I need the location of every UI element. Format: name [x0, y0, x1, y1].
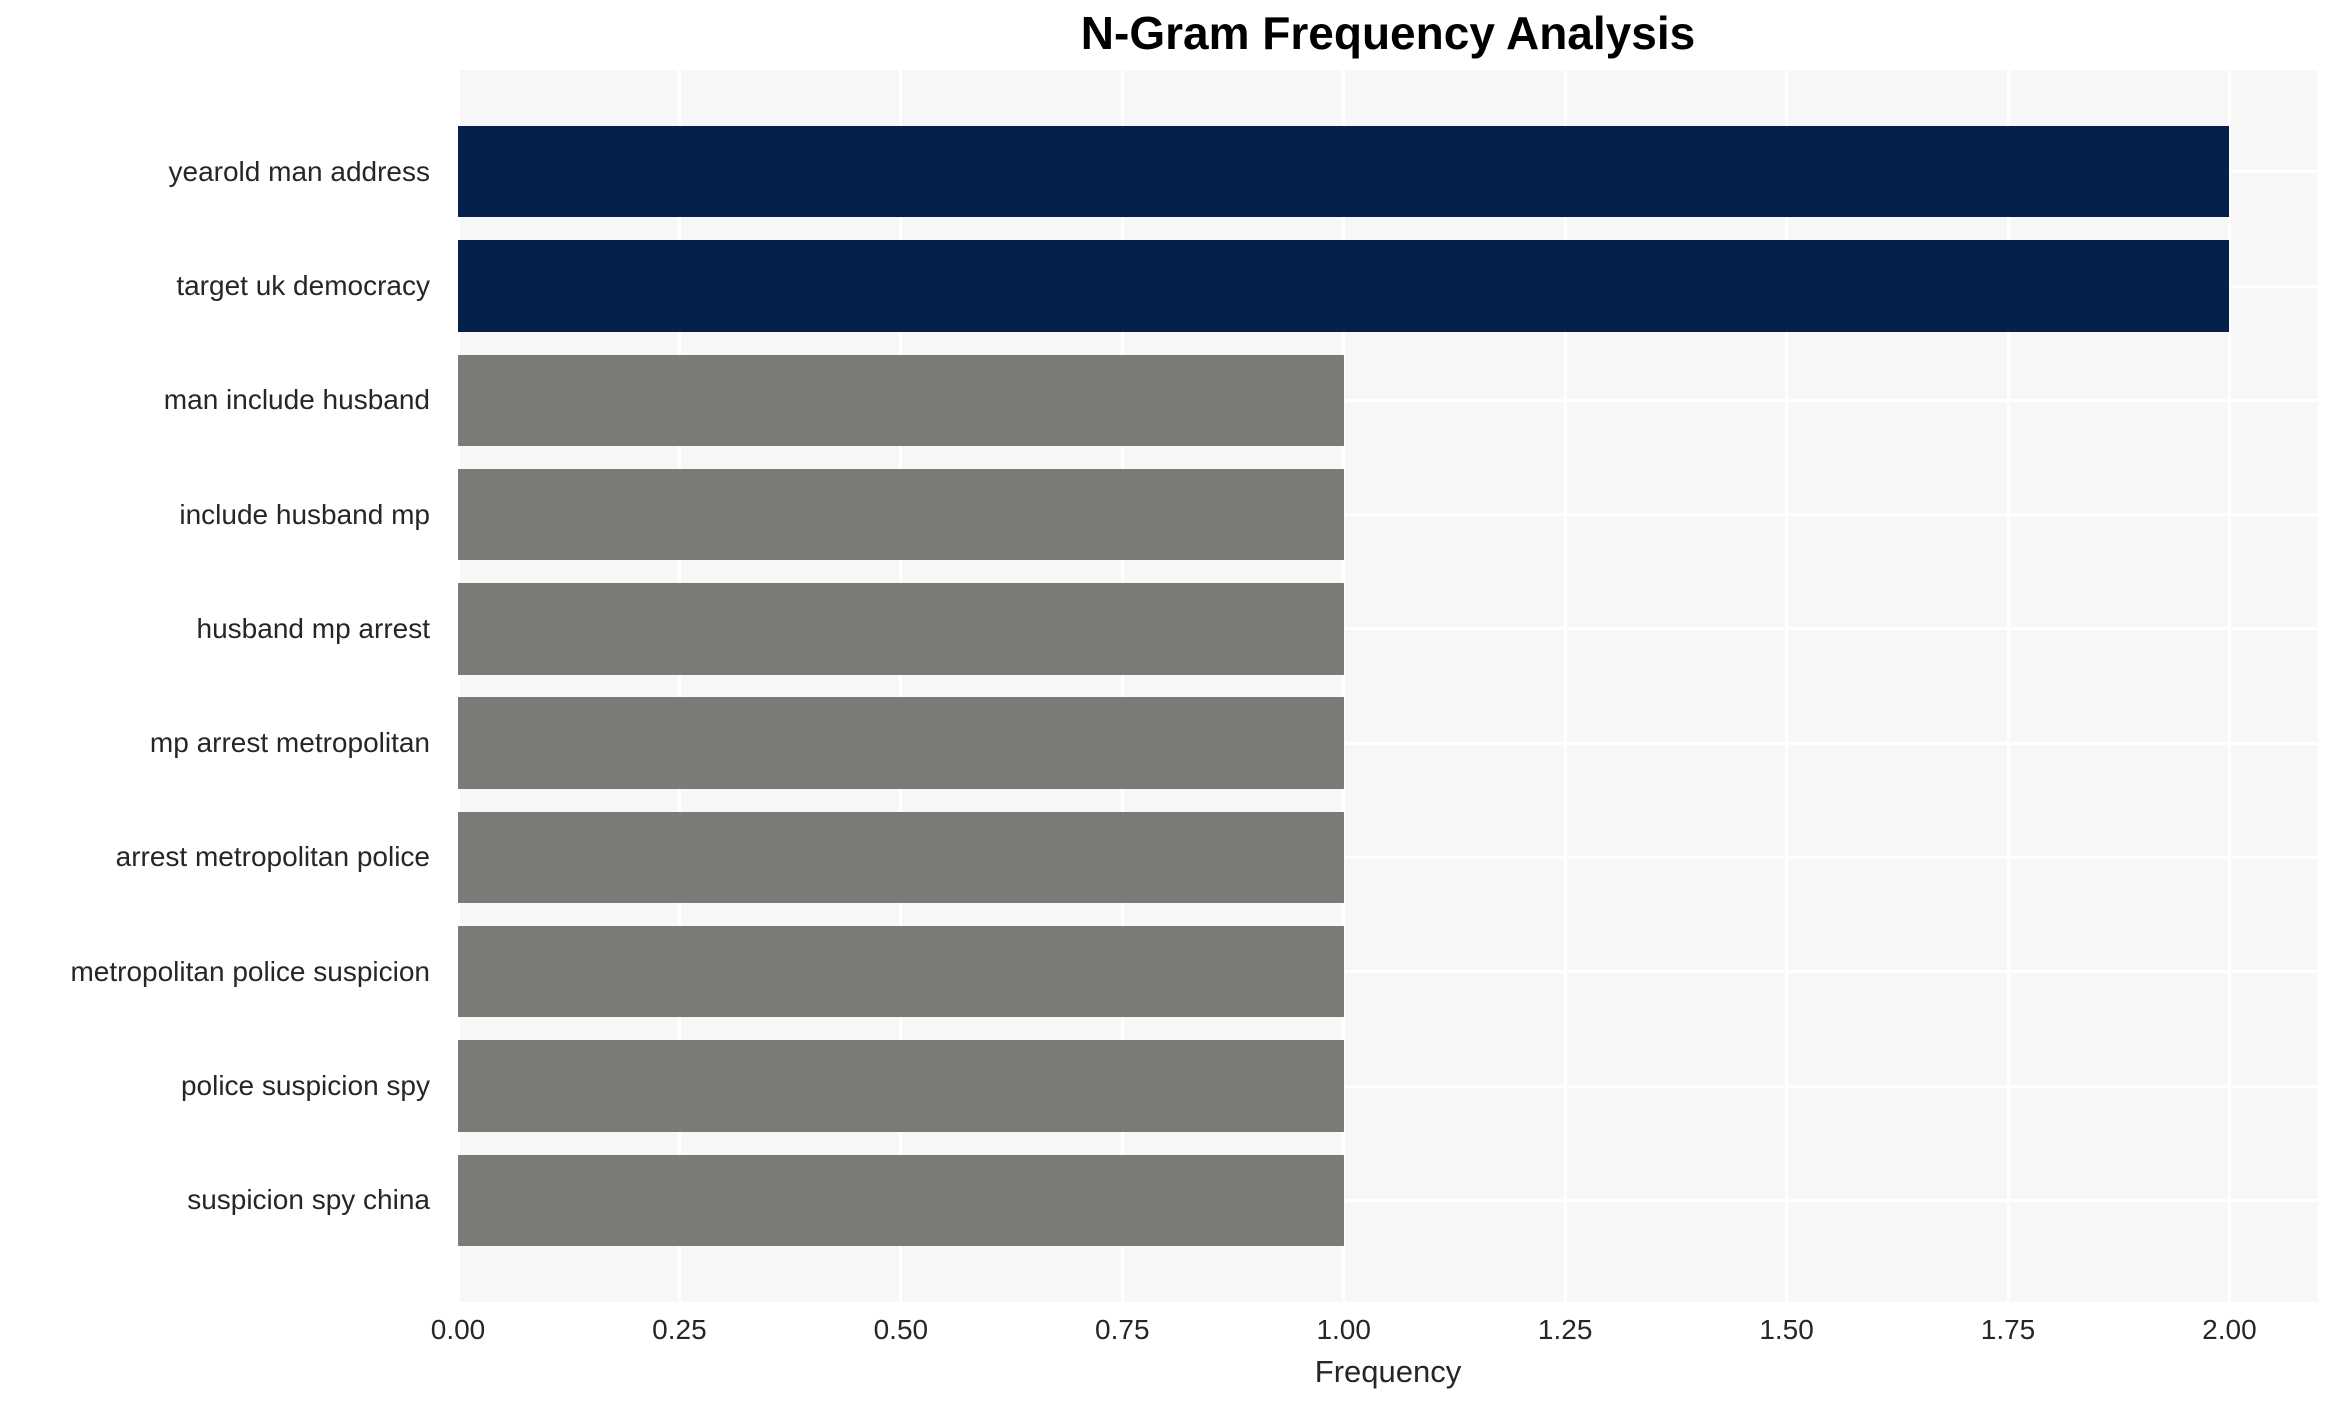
bar-suspicion-spy-china	[458, 1154, 1344, 1246]
chart-title: N-Gram Frequency Analysis	[1080, 7, 1696, 59]
x-axis-title: Frequency	[1314, 1354, 1462, 1389]
bar-include-husband-mp	[458, 468, 1344, 561]
x-tick-label: 0.00	[430, 1314, 486, 1345]
x-gridline	[2006, 70, 2010, 1302]
category-label: arrest metropolitan police	[115, 841, 430, 873]
bar-yearold-man-address	[458, 126, 2230, 218]
bar-man-include-husband	[458, 354, 1344, 446]
y-gridline	[458, 627, 2318, 631]
x-tick-label: 1.50	[1759, 1314, 1814, 1345]
x-tick-label: 0.75	[1095, 1314, 1150, 1345]
category-label: man include husband	[163, 384, 430, 416]
x-tick-label: 1.00	[1316, 1314, 1371, 1345]
category-label: include husband mp	[179, 498, 430, 530]
x-gridline	[1785, 70, 1789, 1302]
x-tick-label: 0.50	[873, 1314, 929, 1345]
y-gridline	[458, 398, 2318, 402]
bar-metropolitan-police-suspicion	[458, 926, 1344, 1018]
bar-police-suspicion-spy	[458, 1040, 1344, 1132]
category-label: metropolitan police suspicion	[70, 955, 430, 987]
x-gridline	[456, 70, 460, 1302]
x-tick-label: 1.25	[1537, 1314, 1593, 1345]
y-gridline	[458, 1198, 2318, 1202]
x-axis-tick-labels: 0.00 0.25 0.50 0.75 1.00 1.25 1.50 1.75 2.00	[431, 1314, 2318, 1350]
category-label: target uk democracy	[176, 270, 430, 301]
x-tick-label: 0.25	[652, 1314, 707, 1345]
bar-arrest-metropolitan-police	[458, 811, 1344, 904]
x-tick-label: 1.75	[1980, 1314, 2036, 1345]
x-gridline	[677, 70, 681, 1302]
y-gridline	[458, 970, 2318, 974]
x-gridline	[1563, 70, 1567, 1302]
bar-mp-arrest-metropolitan	[458, 697, 1344, 789]
x-gridline	[1342, 70, 1346, 1302]
category-label: husband mp arrest	[196, 612, 430, 644]
x-gridline	[2227, 70, 2231, 1302]
category-label: mp arrest metropolitan	[149, 727, 430, 759]
plot-area	[456, 70, 2318, 1302]
bar-target-uk-democracy	[458, 240, 2230, 332]
x-gridline	[899, 70, 903, 1302]
bar-husband-mp-arrest	[458, 583, 1344, 675]
category-label: police suspicion spy	[180, 1070, 430, 1101]
x-tick-label: 2.00	[2202, 1314, 2257, 1345]
y-gridline	[458, 741, 2318, 745]
y-gridline	[458, 1084, 2318, 1088]
y-axis-category-labels: yearold man address target uk democracy ma…	[0, 70, 444, 1302]
category-label: yearold man address	[168, 155, 430, 187]
x-gridline	[1120, 70, 1124, 1302]
y-gridline	[458, 855, 2318, 859]
y-gridline	[458, 513, 2318, 517]
category-label: suspicion spy china	[187, 1184, 430, 1216]
